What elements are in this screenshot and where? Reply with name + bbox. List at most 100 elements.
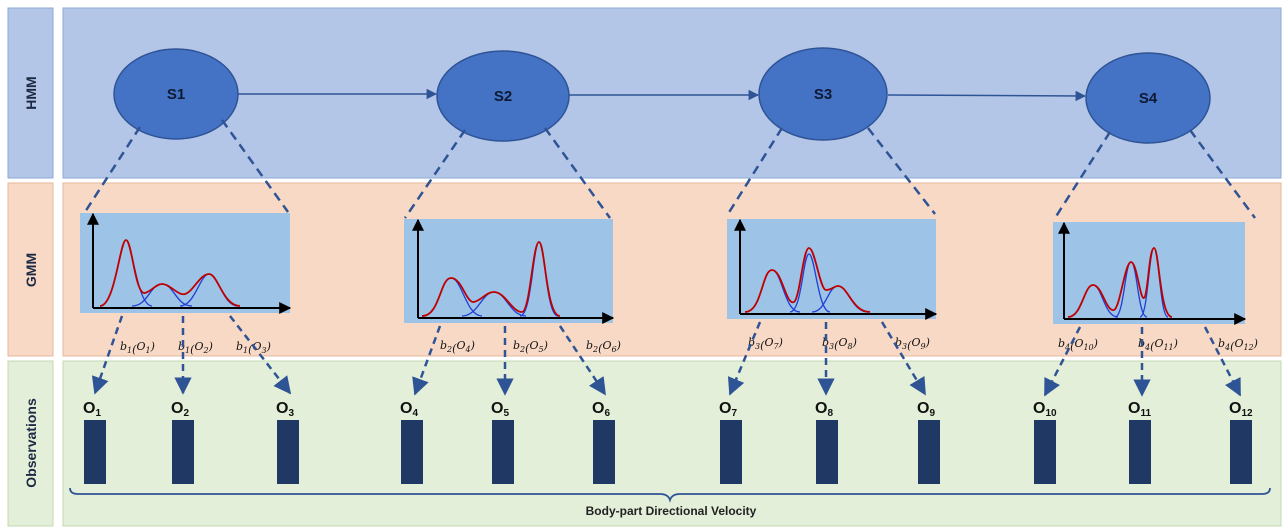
observation-bar <box>1034 420 1056 484</box>
observation-7: O7 <box>719 400 742 484</box>
gmm-panel-4 <box>1053 221 1247 325</box>
observation-bar <box>401 420 423 484</box>
observation-9: O9 <box>917 400 940 484</box>
state-label: S1 <box>167 86 185 103</box>
row-observations-band <box>62 360 1282 527</box>
emission-arrow <box>1043 326 1082 397</box>
gmm-panel-1 <box>80 212 292 314</box>
gmm-panel-background <box>80 213 290 313</box>
observation-label: O12 <box>1229 400 1253 419</box>
projection-line <box>403 129 467 219</box>
emission-label: b4(O10) <box>1058 337 1098 353</box>
observation-label: O6 <box>592 400 610 419</box>
state-s4: S4 <box>1085 52 1211 144</box>
projection-line <box>1053 131 1112 219</box>
row-gmm-label-box <box>7 182 54 357</box>
emission-label: b1(O2) <box>178 340 213 356</box>
gmm-mixture-curve <box>99 239 241 307</box>
state-label: S3 <box>814 86 832 103</box>
state-to-gmm-projections <box>83 119 1257 219</box>
emission-arrow <box>1203 326 1242 397</box>
row-observations: Observations <box>7 360 1282 527</box>
gmm-panel-3 <box>727 218 938 320</box>
emission-arrow <box>229 315 292 395</box>
caption-label: Body-part Directional Velocity <box>586 504 757 518</box>
emission-label: b2(O4) <box>440 339 475 355</box>
observation-bar <box>84 420 106 484</box>
projection-line <box>220 119 290 213</box>
emission-label: b2(O6) <box>586 339 621 355</box>
emission-label: b4(O12) <box>1218 337 1258 353</box>
row-observations-label: Observations <box>23 398 39 488</box>
gmm-panels <box>80 212 1247 325</box>
state-label: S2 <box>494 88 512 105</box>
observations: O1 O2 O3 O4 O5 O6 O7 O8 O9 O10 O11 O12 <box>83 400 1253 484</box>
observation-label: O3 <box>276 400 294 419</box>
projection-line <box>543 127 612 219</box>
observation-bracket <box>69 487 1271 503</box>
observation-12: O12 <box>1229 400 1253 484</box>
state-s3: S3 <box>758 47 888 141</box>
emission-label: b1(O1) <box>120 340 155 356</box>
state-node <box>758 47 888 141</box>
emission-arrow <box>727 321 762 396</box>
observation-3: O3 <box>276 400 299 484</box>
row-gmm-label: GMM <box>23 253 39 287</box>
bracket-line <box>69 487 1271 503</box>
emission-label: b3(O9) <box>895 336 930 352</box>
state-node <box>1085 52 1211 144</box>
observation-label: O4 <box>400 400 418 419</box>
observation-1: O1 <box>83 400 106 484</box>
observation-label: O5 <box>491 400 509 419</box>
emission-arrow <box>558 325 607 396</box>
observation-2: O2 <box>171 400 194 484</box>
gmm-mixture-curve <box>744 247 871 313</box>
state-label: S4 <box>1139 90 1158 107</box>
state-transitions <box>238 88 1087 102</box>
observation-label: O9 <box>917 400 935 419</box>
emission-label: b2(O5) <box>513 339 548 355</box>
observation-bar <box>1230 420 1252 484</box>
observation-bar <box>172 420 194 484</box>
observation-bar <box>816 420 838 484</box>
emission-label: b1(O3) <box>236 340 271 356</box>
observation-bar <box>492 420 514 484</box>
projection-line <box>867 127 936 215</box>
observation-bar <box>1129 420 1151 484</box>
emission-arrow <box>412 325 442 396</box>
observation-label: O2 <box>171 400 189 419</box>
gmm-panel-background <box>404 219 613 323</box>
row-hmm-label: HMM <box>23 76 39 109</box>
observation-label: O11 <box>1128 400 1151 419</box>
observation-10: O10 <box>1033 400 1057 484</box>
observation-4: O4 <box>400 400 423 484</box>
observation-bar <box>277 420 299 484</box>
observation-6: O6 <box>592 400 615 484</box>
row-hmm-label-box <box>7 7 54 179</box>
state-node <box>113 48 239 140</box>
projection-line <box>83 126 142 213</box>
observation-label: O10 <box>1033 400 1057 419</box>
observation-5: O5 <box>491 400 514 484</box>
states: S1 S2 S3 S4 <box>113 47 1211 144</box>
gmm-mixture-curve <box>421 241 561 317</box>
observation-bar <box>593 420 615 484</box>
emission-label: b3(O7) <box>748 336 783 352</box>
state-s1: S1 <box>113 48 239 140</box>
observation-11: O11 <box>1128 400 1151 484</box>
row-gmm: GMM <box>7 182 1282 357</box>
observation-bar <box>918 420 940 484</box>
observation-label: O8 <box>815 400 833 419</box>
gmm-panel-background <box>727 219 936 319</box>
observation-bar <box>720 420 742 484</box>
row-observations-label-box <box>7 360 54 527</box>
emission-arrow <box>880 321 927 396</box>
emission-arrow <box>91 315 124 395</box>
gmm-mixture-curve <box>1067 247 1173 318</box>
emission-label: b3(O8) <box>822 336 857 352</box>
gmm-to-observation-arrows <box>91 315 1242 397</box>
observation-label: O7 <box>719 400 737 419</box>
projection-line <box>726 127 784 215</box>
gmm-component-curve <box>789 253 831 313</box>
